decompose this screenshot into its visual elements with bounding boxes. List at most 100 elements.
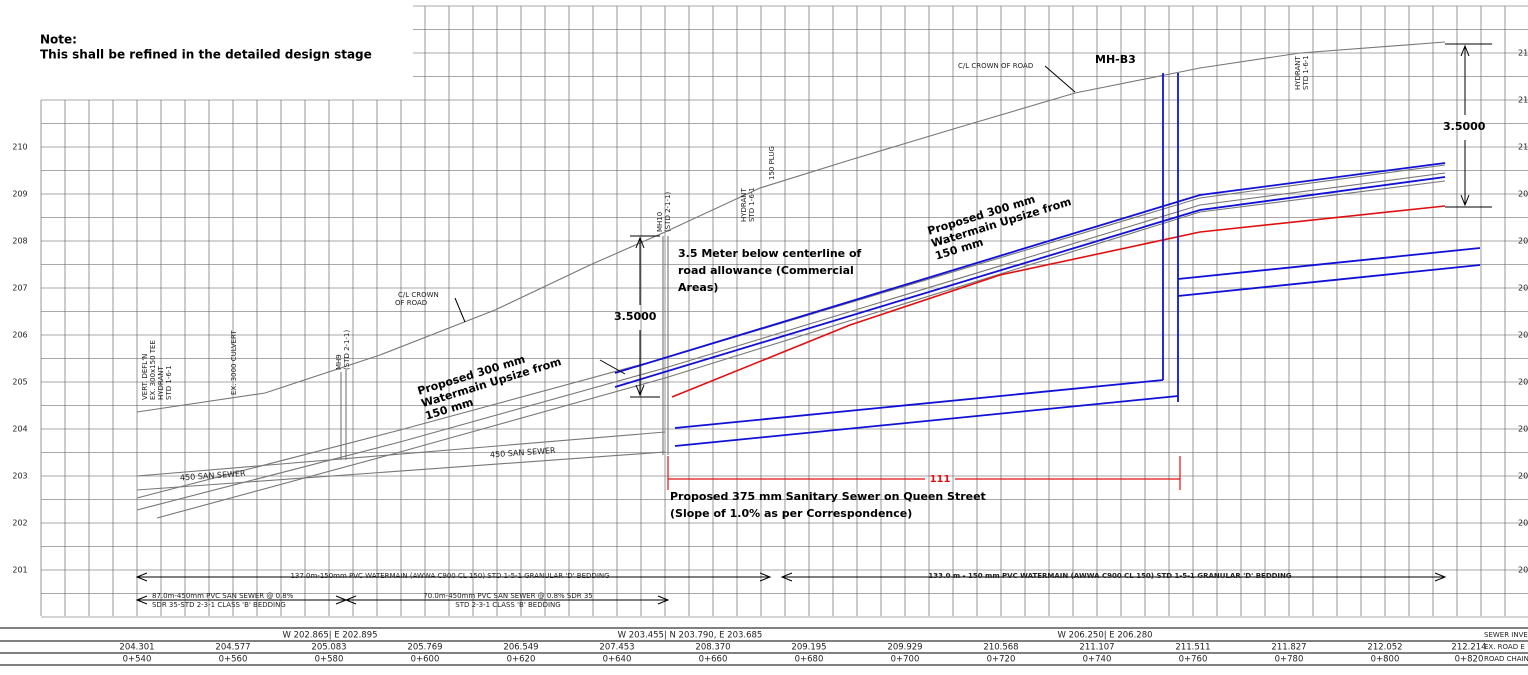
centerline-offset (671, 205, 1446, 398)
elevation-label: 207 (12, 284, 27, 293)
table-cell: 210.568 (983, 643, 1018, 653)
elevation-label: 20 (1518, 237, 1528, 246)
elevation-label: 208 (12, 237, 27, 246)
table-cell: 212.214 (1451, 643, 1486, 653)
proposed-watermain (614, 176, 1446, 388)
table-cell: 0+780 (1275, 655, 1304, 665)
sewer-line (136, 431, 666, 477)
table-cell: 207.453 (599, 643, 634, 653)
table-frame (0, 627, 1528, 666)
note-text: This shall be refined in the detailed de… (40, 48, 372, 62)
table-cell: 212.052 (1367, 643, 1402, 653)
proposed-sewer (1177, 264, 1481, 297)
elevation-label: 206 (12, 331, 27, 340)
label: 150 PLUG (768, 146, 776, 180)
red-dimension (667, 456, 1181, 490)
proposed-watermain (614, 162, 1446, 374)
grid (40, 5, 1528, 618)
dimension-label: 3.5000 (1443, 120, 1486, 133)
elevation-label: 20 (1518, 284, 1528, 293)
label: 450 SAN SEWER (490, 446, 557, 460)
label: MH9(STD 2-1-1) (335, 330, 351, 370)
table-cell: 0+820 (1455, 655, 1484, 665)
table-cell: 211.511 (1175, 643, 1210, 653)
grid-line (40, 5, 1528, 618)
table-cell: 205.769 (407, 643, 442, 653)
table-cell: 0+620 (507, 655, 536, 665)
label: HYDRANTSTD 1-6-1 (1294, 55, 1310, 90)
table-cell: 0+800 (1371, 655, 1400, 665)
watermain-line (136, 172, 1446, 511)
elevation-label: 205 (12, 378, 27, 387)
note-title: Note: (40, 33, 77, 47)
table-cell: 211.107 (1079, 643, 1114, 653)
table-cell: 0+720 (987, 655, 1016, 665)
dimension-label: 111 (930, 474, 951, 485)
proposed-sewer (1177, 247, 1481, 280)
road-crown (136, 41, 1446, 413)
table-cell: 206.549 (503, 643, 538, 653)
table-cell: 208.370 (695, 643, 730, 653)
table-cell: 209.929 (887, 643, 922, 653)
table-row-title: SEWER INVE (1484, 631, 1528, 639)
table-row-title: ROAD CHAIN (1484, 655, 1528, 663)
band-arrows (135, 572, 1447, 605)
table-cell: 211.827 (1271, 643, 1306, 653)
table-cell: 0+640 (603, 655, 632, 665)
band-label: 133.0 m - 150 mm PVC WATERMAIN (AWWA C90… (928, 572, 1292, 580)
table-cell: 0+680 (795, 655, 824, 665)
table-cell: 0+540 (123, 655, 152, 665)
elevation-label: 20 (1518, 472, 1528, 481)
label: 3.5 Meter below centerline of road allowa… (678, 247, 862, 294)
table-cell: 0+760 (1179, 655, 1208, 665)
label: C/L CROWN OF ROAD (958, 62, 1033, 70)
table-cell: 0+740 (1083, 655, 1112, 665)
elevation-label: 202 (12, 519, 27, 528)
elevation-label: 21 (1518, 49, 1528, 58)
dimension (630, 43, 1492, 398)
elevation-label: 209 (12, 190, 27, 199)
elevation-label: 20 (1518, 190, 1528, 199)
elevation-label: 21 (1518, 96, 1528, 105)
label: 450 SAN SEWER (180, 469, 247, 483)
sewer-line (136, 451, 666, 491)
table-cell: W 203.455| N 203.790, E 203.685 (618, 631, 763, 641)
proposed-sewer (674, 379, 1164, 429)
elevation-label: 20 (1518, 331, 1528, 340)
label: VERT. DEFL'NEX. 300x150 TEEHYDRANTSTD 1-… (141, 340, 173, 400)
label: HYDRANTSTD 1-6-1 (740, 187, 756, 222)
leaders (454, 65, 1076, 375)
table-cell: 204.301 (119, 643, 154, 653)
table-cell: W 202.865| E 202.895 (282, 631, 377, 641)
table-cell: 0+560 (219, 655, 248, 665)
elevation-label: 21 (1518, 143, 1528, 152)
label: MH10(STD 2-1-1) (656, 192, 672, 232)
band-label: 137.0m-150mm PVC WATERMAIN (AWWA C900 CL… (290, 572, 609, 580)
label: Proposed 300 mmWatermain Upsize from150 … (926, 183, 1077, 263)
table-cell: 204.577 (215, 643, 250, 653)
elevation-label: 20 (1518, 519, 1528, 528)
label: EX. 3000 CULVERT (230, 330, 238, 395)
table-cell: 209.195 (791, 643, 826, 653)
table-cell: 0+660 (699, 655, 728, 665)
elevation-label: 20 (1518, 566, 1528, 575)
watermain-line (136, 164, 1446, 499)
table-cell: 205.083 (311, 643, 346, 653)
elevation-label: 20 (1518, 425, 1528, 434)
dimension-label: 3.5000 (614, 310, 657, 323)
elevation-label: 204 (12, 425, 27, 434)
elevation-label: 20 (1518, 378, 1528, 387)
elevation-label: 203 (12, 472, 27, 481)
band-label: 70.0m-450mm PVC SAN SEWER @ 0.8% SDR 35 S… (423, 592, 592, 609)
label: MH-B3 (1095, 53, 1136, 66)
label: Proposed 300 mmWatermain Upsize from150 … (416, 343, 567, 423)
label: Proposed 375 mm Sanitary Sewer on Queen … (670, 490, 986, 520)
elevation-label: 201 (12, 566, 27, 575)
elevation-label: 210 (12, 143, 27, 152)
label: C/L CROWN OF ROAD (395, 291, 439, 307)
table-cell: 0+600 (411, 655, 440, 665)
watermain-line (156, 180, 1446, 519)
table: W 202.865| E 202.895 W 203.455| N 203.790… (119, 631, 1528, 665)
